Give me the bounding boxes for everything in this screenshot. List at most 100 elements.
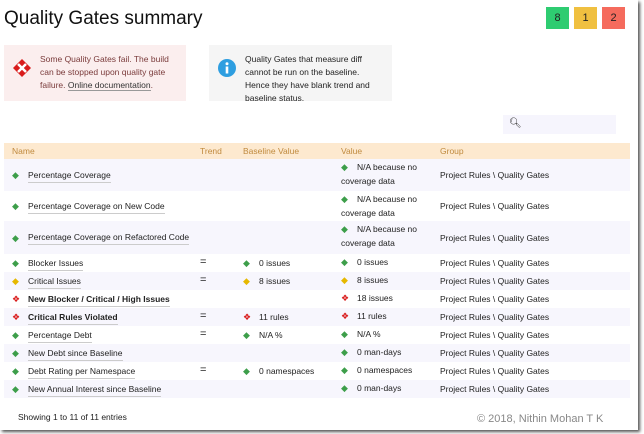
col-name[interactable]: Name [4, 143, 192, 159]
value-text: N/A because no coverage data [341, 224, 418, 248]
group-cell: Project Rules \ Quality Gates [432, 159, 630, 191]
name-cell: ❖ New Blocker / Critical / High Issues [4, 290, 192, 308]
pass-diamond-icon: ◆ [341, 194, 348, 204]
table-row[interactable]: ❖ Critical Rules Violated = ❖ 11 rules ❖ 11… [4, 308, 630, 326]
group-cell: Project Rules \ Quality Gates [432, 308, 630, 326]
name-cell: ◆ New Annual Interest since Baseline [4, 380, 192, 398]
value-text: N/A % [357, 329, 381, 339]
col-group[interactable]: Group [432, 143, 630, 159]
error-alert: Some Quality Gates fail. The build can b… [4, 45, 186, 101]
gate-name-link[interactable]: New Blocker / Critical / High Issues [28, 292, 170, 307]
gate-name-link[interactable]: Debt Rating per Namespace [28, 364, 136, 379]
trend-cell [192, 221, 235, 254]
gate-name-link[interactable]: Percentage Coverage on Refactored Code [28, 230, 190, 245]
pass-diamond-icon: ◆ [341, 329, 348, 339]
trend-cell [192, 159, 235, 191]
trend-cell: = [192, 272, 235, 290]
pass-diamond-icon: ◆ [341, 224, 348, 234]
name-cell: ❖ Critical Rules Violated [4, 308, 192, 326]
gate-name-link[interactable]: Percentage Debt [28, 328, 92, 343]
value-cell: ◆ 0 man-days [333, 344, 432, 362]
gate-name-link[interactable]: Percentage Coverage on New Code [28, 199, 165, 214]
gate-name-link[interactable]: Critical Rules Violated [28, 310, 118, 325]
gate-name-link[interactable]: Blocker Issues [28, 256, 84, 271]
baseline-cell [235, 344, 333, 362]
table-row[interactable]: ❖ New Blocker / Critical / High Issues ❖ 1… [4, 290, 630, 308]
trend-cell [192, 290, 235, 308]
gate-name-link[interactable]: New Annual Interest since Baseline [28, 382, 162, 397]
baseline-value: 11 rules [259, 312, 289, 322]
pass-diamond-icon: ◆ [12, 232, 19, 243]
entries-info: Showing 1 to 11 of 11 entries [18, 412, 127, 422]
table-row[interactable]: ◆ Critical Issues = ◆ 8 issues ◆ 8 issues P… [4, 272, 630, 290]
page-title: Quality Gates summary [4, 8, 203, 29]
gate-name-link[interactable]: Critical Issues [28, 274, 81, 289]
baseline-cell: ◆ 0 namespaces [235, 362, 333, 380]
trend-cell: = [200, 328, 207, 340]
error-suffix: . [150, 80, 153, 90]
pass-diamond-icon: ◆ [341, 257, 348, 267]
pass-diamond-icon: ◆ [341, 383, 348, 393]
search-icon: 🔍︎ [509, 118, 522, 129]
value-cell: ◆ N/A % [333, 326, 432, 344]
table-row[interactable]: ◆ Percentage Coverage on Refactored Code … [4, 221, 630, 254]
fail-diamond-icon: ❖ [243, 312, 252, 322]
fail-diamond-icon: ❖ [12, 312, 21, 322]
copyright: © 2018, Nithin Mohan T K [477, 413, 604, 425]
col-trend[interactable]: Trend [192, 143, 235, 159]
table-row[interactable]: ◆ New Debt since Baseline ◆ 0 man-days Pro… [4, 344, 630, 362]
table-row[interactable]: ◆ Percentage Debt = ◆ N/A % ◆ N/A % Project… [4, 326, 630, 344]
pass-diamond-icon: ◆ [341, 347, 348, 357]
name-cell: ◆ Percentage Debt [4, 326, 192, 344]
table-row[interactable]: ◆ New Annual Interest since Baseline ◆ 0 m… [4, 380, 630, 398]
table-row[interactable]: ◆ Blocker Issues = ◆ 0 issues ◆ 0 issues Pr… [4, 254, 630, 272]
table-row[interactable]: ◆ Debt Rating per Namespace = ◆ 0 namespac… [4, 362, 630, 380]
name-cell: ◆ Critical Issues [4, 272, 192, 290]
gate-name-link[interactable]: New Debt since Baseline [28, 346, 123, 361]
pass-diamond-icon: ◆ [12, 366, 19, 376]
trend-cell: = [200, 364, 207, 376]
name-cell: ◆ New Debt since Baseline [4, 344, 192, 362]
group-cell: Project Rules \ Quality Gates [432, 272, 630, 290]
baseline-cell [235, 290, 333, 308]
pass-diamond-icon: ◆ [12, 330, 19, 340]
info-icon [218, 59, 236, 77]
warning-icon: ◆ [243, 276, 250, 286]
trend-cell: = [192, 308, 235, 326]
table-row[interactable]: ◆ Percentage Coverage ◆ N/A because no cov… [4, 159, 630, 191]
value-cell: ◆ 0 issues [333, 254, 432, 272]
value-cell: ◆ 8 issues [333, 272, 432, 290]
info-alert: Quality Gates that measure diff cannot b… [209, 45, 392, 103]
baseline-value: 8 issues [259, 276, 291, 286]
name-cell: ◆ Debt Rating per Namespace [4, 362, 192, 380]
baseline-value: 0 issues [259, 258, 291, 268]
pass-diamond-icon: ◆ [243, 258, 250, 268]
search-input[interactable]: 🔍︎ [503, 115, 616, 134]
value-text: 0 namespaces [357, 365, 413, 375]
value-text: 18 issues [357, 293, 393, 303]
baseline-cell: ◆ 0 issues [235, 254, 333, 272]
baseline-cell [235, 191, 333, 221]
pass-diamond-icon: ◆ [341, 162, 348, 172]
fail-diamond-icon: ❖ [12, 294, 21, 304]
error-text: Some Quality Gates fail. The build can b… [40, 54, 169, 90]
trend-cell [192, 344, 235, 362]
gate-name-link[interactable]: Percentage Coverage [28, 168, 111, 183]
value-text: 11 rules [357, 311, 387, 321]
value-text: N/A because no coverage data [341, 194, 418, 218]
pass-diamond-icon: ◆ [341, 365, 348, 375]
baseline-value: N/A % [259, 330, 283, 340]
pass-diamond-icon: ◆ [12, 348, 19, 358]
baseline-cell [235, 380, 333, 398]
col-baseline[interactable]: Baseline Value [235, 143, 333, 159]
pass-diamond-icon: ◆ [12, 384, 19, 394]
warning-icon: ◆ [12, 276, 19, 286]
col-value[interactable]: Value [333, 143, 432, 159]
trend-cell [192, 191, 235, 221]
value-cell: ❖ 11 rules [333, 308, 432, 326]
value-cell: ◆ 0 man-days [333, 380, 432, 398]
baseline-value: 0 namespaces [259, 366, 315, 376]
online-documentation-link[interactable]: Online documentation [67, 80, 151, 91]
table-row[interactable]: ◆ Percentage Coverage on New Code ◆ N/A be… [4, 191, 630, 221]
